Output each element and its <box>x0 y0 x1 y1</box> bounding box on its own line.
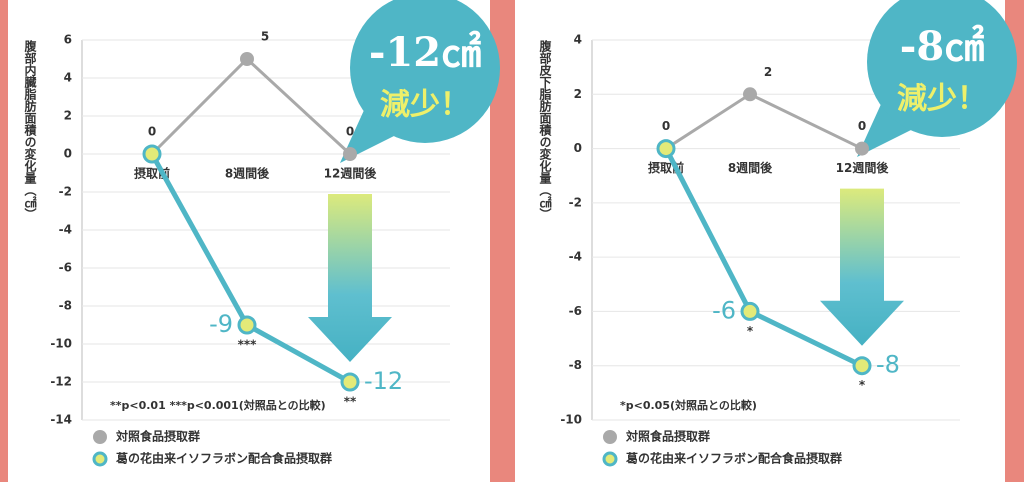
y-tick-label: -4 <box>59 223 72 237</box>
footnote: **p<0.01 ***p<0.001(対照品との比較) <box>110 398 326 412</box>
callout-bubble <box>867 0 1017 137</box>
x-tick-label: 8週間後 <box>225 166 270 181</box>
y-tick-label: -2 <box>59 185 72 199</box>
data-label: 0 <box>662 119 670 133</box>
point <box>656 139 676 159</box>
point <box>855 141 869 156</box>
legend-label: 葛の花由来イソフラボン配合食品摂取群 <box>625 451 842 466</box>
callout-text: 減少！ <box>897 82 987 117</box>
data-label: 2 <box>764 65 772 79</box>
y-axis-label: 腹部皮下脂肪面積の変化量（㎠） <box>538 39 552 220</box>
significance: * <box>747 324 754 338</box>
y-tick-label: -8 <box>569 358 582 372</box>
y-tick-label: -6 <box>569 304 582 318</box>
y-tick-label: 2 <box>64 109 72 123</box>
data-label: -6 <box>712 296 736 324</box>
legend-label: 対照食品摂取群 <box>625 429 710 444</box>
data-label: 0 <box>148 125 156 139</box>
point <box>240 52 254 66</box>
x-tick-label: 12週間後 <box>324 166 378 181</box>
y-tick-label: 4 <box>64 71 72 85</box>
callout-bubble <box>350 0 500 143</box>
footnote: *p<0.05(対照品との比較) <box>620 398 757 412</box>
arrow <box>820 188 904 346</box>
x-tick-label: 12週間後 <box>836 160 890 175</box>
legend-marker <box>93 430 107 444</box>
callout-value: -8㎠ <box>900 23 984 70</box>
y-tick-label: -6 <box>59 261 72 275</box>
point <box>343 147 357 161</box>
callout-value: -12㎠ <box>369 29 481 76</box>
y-tick-label: -10 <box>50 337 72 351</box>
y-tick-label: 0 <box>574 141 582 155</box>
y-tick-label: -14 <box>50 413 72 427</box>
y-tick-label: -4 <box>569 250 582 264</box>
data-label: -9 <box>209 310 233 338</box>
y-tick-label: 4 <box>574 33 582 47</box>
y-axis-label: 腹部内臓脂肪面積の変化量（㎠） <box>23 39 37 220</box>
point <box>237 315 257 335</box>
data-label: -12 <box>364 367 403 395</box>
significance: ** <box>344 395 357 409</box>
data-label: 5 <box>261 30 269 44</box>
y-tick-label: -8 <box>59 299 72 313</box>
y-tick-label: -12 <box>50 375 72 389</box>
data-label: 0 <box>858 119 866 133</box>
callout-tail <box>857 102 917 157</box>
legend-marker <box>92 451 108 467</box>
arrow <box>308 194 392 362</box>
data-label: 0 <box>346 125 354 139</box>
data-label: -8 <box>876 351 900 379</box>
callout-text: 減少！ <box>380 88 470 123</box>
significance: *** <box>238 338 258 352</box>
legend-label: 対照食品摂取群 <box>115 429 200 444</box>
point <box>340 372 360 392</box>
point <box>852 356 872 376</box>
legend-marker <box>603 430 617 444</box>
point <box>142 144 162 164</box>
significance: * <box>859 378 866 392</box>
legend-label: 葛の花由来イソフラボン配合食品摂取群 <box>115 451 332 466</box>
point <box>743 87 757 102</box>
y-tick-label: -2 <box>569 195 582 209</box>
y-tick-label: 6 <box>64 33 72 47</box>
y-tick-label: 2 <box>574 87 582 101</box>
x-tick-label: 8週間後 <box>728 160 773 175</box>
legend-marker <box>602 451 618 467</box>
y-tick-label: 0 <box>64 147 72 161</box>
point <box>740 301 760 321</box>
y-tick-label: -10 <box>560 413 582 427</box>
